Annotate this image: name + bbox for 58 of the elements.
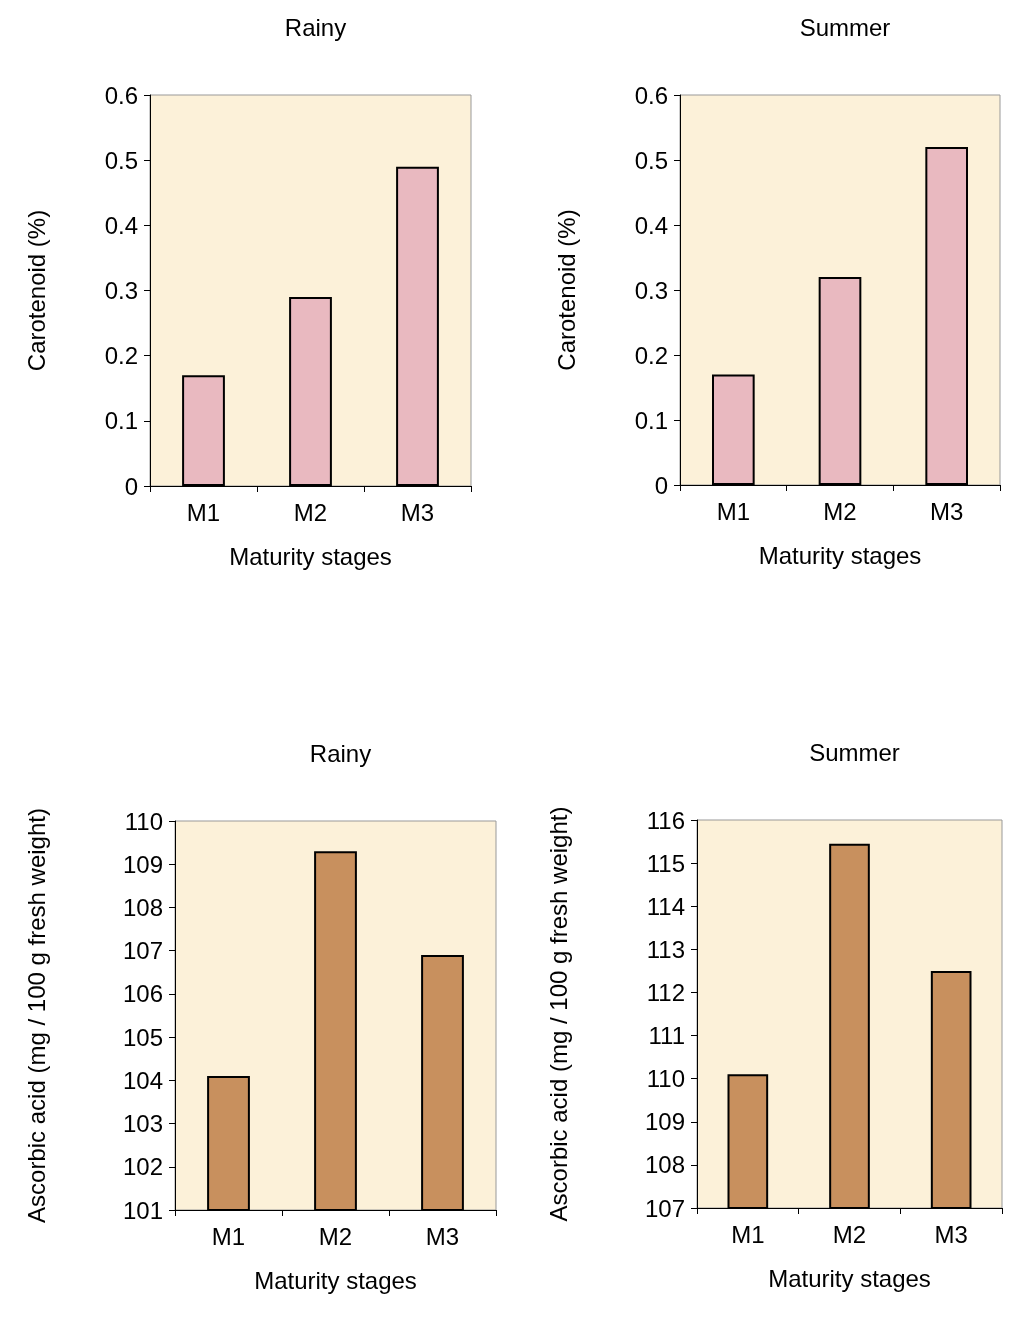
y-tick-label: 0.2 bbox=[104, 342, 138, 370]
y-tick-label: 111 bbox=[648, 1022, 685, 1050]
chart-title: Rainy bbox=[284, 13, 347, 41]
y-tick-label: 0.6 bbox=[104, 81, 138, 109]
y-tick-label: 102 bbox=[122, 1153, 163, 1181]
y-tick-label: 0.6 bbox=[634, 81, 668, 109]
x-tick-label: M2 bbox=[318, 1222, 353, 1250]
x-tick-label: M3 bbox=[400, 498, 435, 526]
y-tick-label: 0.3 bbox=[104, 277, 138, 304]
y-tick-label: 101 bbox=[122, 1196, 163, 1224]
y-tick-label: 108 bbox=[644, 1151, 685, 1179]
y-tick-label: 114 bbox=[646, 892, 685, 920]
x-tick-label: M3 bbox=[425, 1222, 460, 1250]
y-tick-label: 113 bbox=[646, 935, 685, 963]
y-tick-label: 0.3 bbox=[634, 276, 668, 304]
x-axis-title: Maturity stages bbox=[768, 1264, 931, 1292]
x-tick-label: M1 bbox=[186, 498, 221, 526]
y-tick-label: 115 bbox=[646, 849, 685, 877]
y-tick-label: 116 bbox=[646, 806, 685, 834]
chart-title: Rainy bbox=[309, 739, 372, 767]
x-axis-title: Maturity stages bbox=[229, 542, 392, 570]
y-tick-label: 103 bbox=[122, 1110, 163, 1138]
y-axis-title: Carotenoid (%) bbox=[552, 209, 580, 371]
y-tick-label: 112 bbox=[646, 978, 685, 1006]
x-tick-label: M3 bbox=[929, 497, 964, 525]
x-tick-label: M1 bbox=[211, 1222, 246, 1250]
y-tick-label: 109 bbox=[122, 850, 163, 878]
y-axis-title: Carotenoid (%) bbox=[22, 209, 50, 372]
y-tick-label: 107 bbox=[644, 1194, 685, 1222]
y-tick-label: 0.4 bbox=[104, 211, 138, 239]
chart-title: Summer bbox=[809, 738, 900, 766]
y-tick-label: 0.4 bbox=[634, 211, 668, 239]
chart-title: Summer bbox=[799, 13, 891, 41]
x-axis-title: Maturity stages bbox=[758, 541, 922, 569]
y-tick-label: 0 bbox=[654, 471, 668, 499]
y-axis-title: Ascorbic acid (mg / 100 g fresh weight) bbox=[22, 808, 50, 1223]
y-tick-label: 0.1 bbox=[104, 407, 138, 435]
y-tick-label: 107 bbox=[122, 937, 163, 965]
y-tick-label: 110 bbox=[124, 807, 163, 835]
y-tick-label: 105 bbox=[122, 1023, 163, 1051]
x-tick-label: M2 bbox=[823, 497, 857, 525]
y-tick-label: 0.2 bbox=[634, 341, 668, 369]
y-tick-label: 109 bbox=[644, 1108, 685, 1136]
x-tick-label: M1 bbox=[716, 497, 751, 525]
y-tick-label: 0 bbox=[124, 472, 138, 500]
x-tick-label: M3 bbox=[934, 1220, 968, 1248]
x-axis-title: Maturity stages bbox=[254, 1266, 417, 1294]
x-tick-label: M1 bbox=[731, 1220, 765, 1248]
y-tick-label: 108 bbox=[122, 893, 163, 921]
y-tick-label: 110 bbox=[646, 1065, 685, 1093]
y-tick-label: 104 bbox=[122, 1066, 163, 1094]
y-axis-title: Ascorbic acid (mg / 100 g fresh weight) bbox=[544, 806, 572, 1222]
x-tick-label: M2 bbox=[293, 498, 328, 526]
y-tick-label: 106 bbox=[122, 980, 163, 1008]
y-tick-label: 0.5 bbox=[104, 146, 138, 174]
y-tick-label: 0.5 bbox=[634, 146, 668, 174]
y-tick-label: 0.1 bbox=[634, 406, 668, 434]
x-tick-label: M2 bbox=[832, 1220, 867, 1248]
